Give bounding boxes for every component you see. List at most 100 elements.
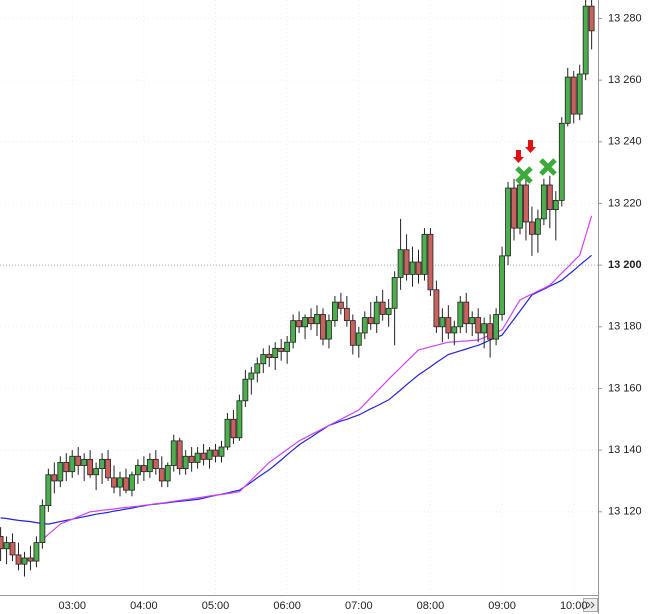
candle-body	[415, 261, 422, 275]
candle-body	[123, 477, 129, 491]
candle-body	[308, 317, 314, 325]
candle-body	[117, 477, 123, 488]
candle-body	[158, 468, 165, 482]
candle-body	[105, 458, 111, 479]
candle-body	[558, 122, 565, 201]
candle-body	[63, 462, 70, 473]
candle-body	[39, 505, 46, 543]
candle-body	[9, 542, 16, 556]
y-tick-label: 13 160	[608, 382, 642, 394]
y-tick-label: 13 140	[608, 444, 642, 456]
candle-body	[314, 314, 320, 325]
candle-body	[505, 187, 511, 257]
candle-body	[529, 221, 535, 235]
candle-body	[427, 233, 434, 291]
candle-body	[391, 277, 398, 309]
candle-body	[87, 458, 94, 476]
candle-body	[99, 458, 105, 470]
candle-body	[194, 452, 201, 463]
x-tick-label: 08:00	[417, 600, 445, 612]
x-tick-label: 07:00	[345, 600, 373, 612]
candle-body	[361, 317, 368, 334]
y-tick-label: 13 120	[608, 506, 642, 518]
candle-body	[75, 455, 82, 466]
candle-body	[546, 184, 553, 211]
scroll-icon	[586, 601, 595, 609]
candle-body	[379, 301, 386, 315]
candle-body	[272, 347, 279, 359]
candle-body	[523, 184, 529, 223]
candle-body	[302, 317, 308, 328]
candle-body	[463, 301, 470, 325]
grid	[0, 0, 598, 595]
candle-body	[385, 307, 392, 315]
moving-average-line	[42, 215, 593, 540]
candle-body	[57, 462, 64, 482]
candle-body	[534, 218, 541, 235]
candle-body	[499, 255, 505, 315]
candle-body	[493, 314, 500, 340]
y-tick-label: 13 180	[608, 321, 642, 333]
candle-body	[93, 468, 100, 476]
y-tick-label: 13 240	[608, 136, 642, 148]
candle-body	[433, 289, 440, 328]
candle-body	[260, 354, 267, 365]
candle-body	[326, 320, 332, 340]
candle-body	[129, 474, 135, 491]
cross-marker	[539, 158, 557, 176]
candle-body	[81, 458, 88, 466]
candle-body	[182, 455, 189, 470]
signal-markers	[513, 140, 557, 184]
candle-body	[445, 317, 452, 334]
candle-body	[254, 363, 261, 374]
candle-body	[224, 418, 231, 448]
candle-body	[570, 76, 577, 115]
candle-body	[367, 317, 374, 325]
candle-body	[320, 314, 326, 340]
candle-body	[140, 465, 147, 473]
candle-body	[564, 76, 571, 124]
candle-body	[15, 554, 22, 565]
candle-body	[212, 449, 219, 457]
candle-body	[176, 440, 183, 470]
candle-body	[27, 557, 34, 562]
candle-body	[242, 378, 249, 402]
candle-body	[230, 418, 237, 439]
x-tick-label: 09:00	[488, 600, 516, 612]
candle-body	[69, 455, 76, 473]
candle-body	[457, 301, 464, 328]
cross-marker	[515, 166, 533, 184]
candle-body	[200, 452, 207, 460]
candle-body	[45, 474, 52, 506]
candle-body	[236, 400, 243, 439]
candle-body	[373, 301, 380, 325]
candle-body	[349, 320, 356, 346]
y-tick-label: 13 280	[608, 12, 642, 24]
candle-body	[296, 320, 302, 328]
candle-body	[439, 317, 446, 328]
plot-area	[0, 0, 595, 577]
candle-body	[481, 323, 488, 334]
x-tick-label: 03:00	[58, 600, 86, 612]
candle-body	[284, 341, 291, 352]
candle-body	[403, 249, 410, 275]
x-tick-label: 04:00	[130, 600, 158, 612]
x-tick-label: 05:00	[202, 600, 230, 612]
y-tick-label: 13 200	[608, 259, 642, 271]
candle-body	[582, 5, 589, 75]
candle-body	[3, 542, 10, 550]
candle-body	[51, 474, 58, 482]
candle-body	[0, 536, 4, 550]
x-tick-label: 10:00	[560, 600, 588, 612]
candle-body	[164, 465, 171, 482]
sell-arrow	[525, 140, 536, 153]
sell-arrow	[513, 150, 524, 163]
candle-body	[337, 301, 344, 309]
scroll-button[interactable]	[583, 598, 598, 612]
candle-body	[355, 332, 362, 346]
candle-body	[152, 458, 159, 470]
candle-body	[278, 347, 285, 352]
candle-body	[21, 557, 28, 565]
